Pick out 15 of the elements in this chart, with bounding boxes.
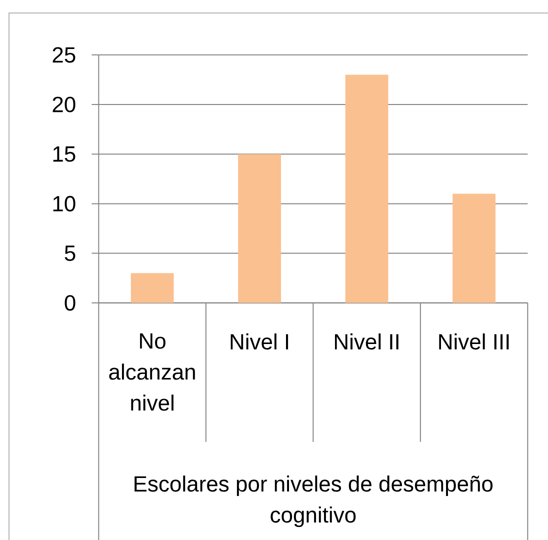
y-tick-label: 20	[52, 96, 76, 112]
x-tick-label: Nivel III	[439, 333, 509, 350]
y-tick-label: 25	[52, 47, 76, 63]
bar	[130, 273, 174, 303]
y-tick-label: 10	[53, 196, 76, 212]
x-tick-label: Nivel II	[334, 333, 398, 350]
bar	[238, 154, 281, 303]
x-tick-label: Nivel I	[230, 333, 288, 350]
x-axis-title: Escolares por niveles de desempeño cognitivo	[134, 476, 493, 528]
y-tick-label: 15	[53, 146, 76, 162]
bar	[345, 74, 388, 303]
x-tick-label: No alcanzan nivel	[109, 333, 195, 411]
bar	[452, 194, 496, 303]
y-tick-label: 0	[64, 295, 76, 311]
y-tick-label: 5	[64, 246, 76, 261]
